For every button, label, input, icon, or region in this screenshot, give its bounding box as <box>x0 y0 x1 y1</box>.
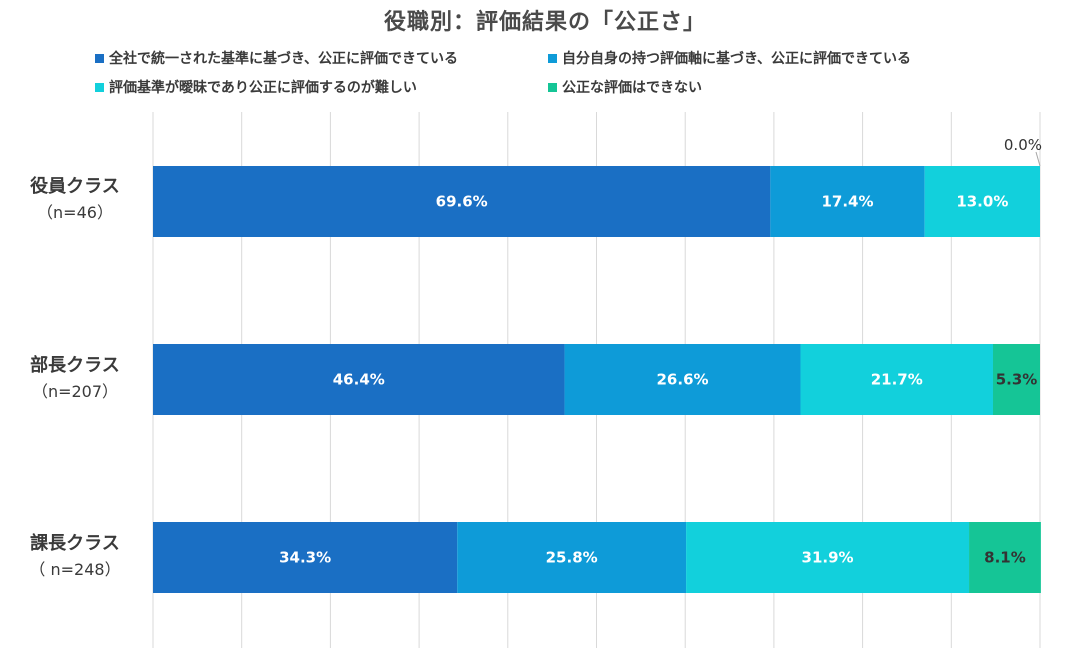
data-label: 34.3% <box>279 549 331 567</box>
category-name-department-manager: 部長クラス <box>30 355 120 376</box>
bar-segment <box>564 344 801 415</box>
bar-segment <box>153 522 458 593</box>
legend-item-4: 公正な評価はできない <box>548 77 702 97</box>
category-label-executive: 役員クラス （n=46） <box>0 174 150 226</box>
category-label-department-manager: 部長クラス （n=207） <box>0 353 150 405</box>
legend-label-1: 全社で統一された基準に基づき、公正に評価できている <box>109 51 459 67</box>
bar-segment <box>770 166 925 237</box>
data-label: 0.0% <box>1004 136 1042 154</box>
chart-title: 役職別：評価結果の「公正さ」 <box>383 10 706 35</box>
bar-segment <box>992 344 1040 415</box>
data-label: 21.7% <box>871 371 923 389</box>
legend-swatch-4 <box>548 82 557 92</box>
category-n-section-manager: （ n=248） <box>29 560 121 579</box>
category-n-department-manager: （n=207） <box>31 382 119 401</box>
category-label-section-manager: 課長クラス （ n=248） <box>0 531 150 583</box>
data-label: 31.9% <box>802 549 854 567</box>
bar-segment <box>153 166 771 237</box>
legend-swatch-2 <box>548 53 557 63</box>
legend-swatch-3 <box>95 82 104 92</box>
data-label: 25.8% <box>546 549 598 567</box>
legend-label-3: 評価基準が曖昧であり公正に評価するのが難しい <box>109 80 417 96</box>
legend-label-2: 自分自身の持つ評価軸に基づき、公正に評価できている <box>562 51 912 67</box>
category-name-executive: 役員クラス <box>30 176 120 197</box>
legend-item-3: 評価基準が曖昧であり公正に評価するのが難しい <box>95 77 417 97</box>
bar-segment <box>969 522 1041 593</box>
bar-segment <box>800 344 993 415</box>
data-label: 13.0% <box>956 193 1008 211</box>
data-label: 69.6% <box>436 193 488 211</box>
legend-item-1: 全社で統一された基準に基づき、公正に評価できている <box>95 48 458 68</box>
bar-segment <box>924 166 1040 237</box>
legend-label-4: 公正な評価はできない <box>562 80 702 96</box>
data-label: 5.3% <box>996 371 1038 389</box>
category-n-executive: （n=46） <box>37 203 113 222</box>
bar-segment <box>153 344 565 415</box>
data-label: 17.4% <box>821 193 873 211</box>
data-label: 26.6% <box>657 371 709 389</box>
data-label: 8.1% <box>984 549 1026 567</box>
leader-line <box>1035 151 1041 167</box>
category-name-section-manager: 課長クラス <box>30 533 120 554</box>
bar-segment <box>686 522 970 593</box>
legend-swatch-1 <box>95 53 104 63</box>
legend-item-2: 自分自身の持つ評価軸に基づき、公正に評価できている <box>548 48 911 68</box>
data-label: 46.4% <box>333 371 385 389</box>
bar-segment <box>457 522 687 593</box>
